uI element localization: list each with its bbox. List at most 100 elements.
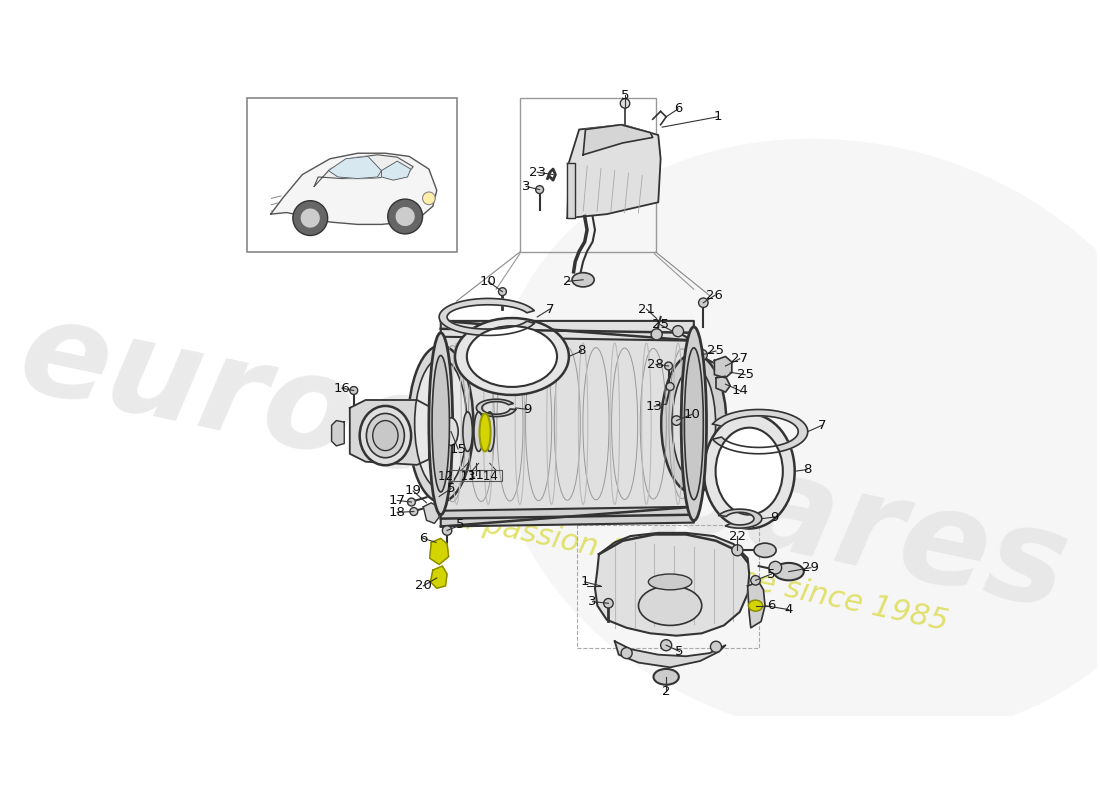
Text: 28: 28 xyxy=(648,358,664,371)
Ellipse shape xyxy=(408,346,473,502)
Polygon shape xyxy=(350,400,429,465)
Ellipse shape xyxy=(444,418,458,446)
Text: 25: 25 xyxy=(652,318,669,331)
Text: a passion for Porsche since 1985: a passion for Porsche since 1985 xyxy=(453,504,950,637)
Ellipse shape xyxy=(432,355,450,492)
Polygon shape xyxy=(748,582,764,628)
Circle shape xyxy=(661,640,672,650)
Ellipse shape xyxy=(653,669,679,685)
Circle shape xyxy=(536,186,543,194)
Circle shape xyxy=(442,526,452,535)
Text: 5: 5 xyxy=(620,89,629,102)
Circle shape xyxy=(350,386,358,394)
Polygon shape xyxy=(714,357,732,378)
Circle shape xyxy=(422,192,436,205)
Ellipse shape xyxy=(485,412,495,451)
Polygon shape xyxy=(424,503,439,523)
Text: 20: 20 xyxy=(415,579,432,592)
Polygon shape xyxy=(595,533,749,636)
Ellipse shape xyxy=(373,421,398,450)
Text: 10: 10 xyxy=(684,408,701,421)
Text: 5: 5 xyxy=(456,518,465,531)
Text: 27: 27 xyxy=(732,352,748,366)
Ellipse shape xyxy=(366,414,405,458)
Ellipse shape xyxy=(681,327,706,521)
Text: 8: 8 xyxy=(578,345,585,358)
Bar xyxy=(248,98,456,252)
Text: 5: 5 xyxy=(767,567,775,581)
Ellipse shape xyxy=(648,574,692,590)
Polygon shape xyxy=(568,125,661,218)
Circle shape xyxy=(651,329,662,340)
Circle shape xyxy=(300,208,320,228)
Ellipse shape xyxy=(773,563,804,580)
Text: 1: 1 xyxy=(581,575,589,589)
Polygon shape xyxy=(568,162,575,218)
Text: 8: 8 xyxy=(803,463,811,476)
Circle shape xyxy=(751,575,760,585)
Circle shape xyxy=(696,350,707,361)
Text: 7: 7 xyxy=(817,419,826,432)
Ellipse shape xyxy=(572,273,594,287)
Circle shape xyxy=(395,206,416,226)
Polygon shape xyxy=(441,506,694,526)
Polygon shape xyxy=(430,566,447,588)
Text: 26: 26 xyxy=(706,289,723,302)
Ellipse shape xyxy=(748,600,762,611)
Polygon shape xyxy=(439,298,535,335)
Circle shape xyxy=(698,298,708,307)
Circle shape xyxy=(621,647,632,658)
Circle shape xyxy=(407,498,416,506)
Circle shape xyxy=(604,598,613,608)
Ellipse shape xyxy=(672,367,716,480)
Circle shape xyxy=(664,362,672,370)
Ellipse shape xyxy=(704,414,794,529)
Text: 6: 6 xyxy=(674,102,682,115)
Polygon shape xyxy=(615,642,726,667)
Text: 16: 16 xyxy=(333,382,350,394)
Text: 25: 25 xyxy=(707,345,725,358)
Text: 3: 3 xyxy=(521,180,530,193)
Text: 12  13  14: 12 13 14 xyxy=(439,470,498,483)
Polygon shape xyxy=(476,399,516,417)
Ellipse shape xyxy=(480,414,491,451)
Text: 21: 21 xyxy=(638,302,654,315)
Ellipse shape xyxy=(430,414,452,450)
Text: 15: 15 xyxy=(450,442,466,455)
Text: 9: 9 xyxy=(524,403,532,416)
Circle shape xyxy=(732,545,742,556)
Polygon shape xyxy=(441,321,694,341)
Circle shape xyxy=(434,492,444,502)
Ellipse shape xyxy=(684,348,703,500)
Text: 4: 4 xyxy=(784,603,793,616)
Circle shape xyxy=(711,642,722,652)
Polygon shape xyxy=(382,161,410,180)
Polygon shape xyxy=(271,154,437,225)
Polygon shape xyxy=(716,376,730,392)
Text: 9: 9 xyxy=(770,510,779,523)
Text: 23: 23 xyxy=(529,166,546,178)
Text: 10: 10 xyxy=(480,275,496,288)
Ellipse shape xyxy=(463,412,472,451)
Text: 17: 17 xyxy=(388,494,406,507)
Polygon shape xyxy=(713,410,807,454)
Bar xyxy=(576,525,759,647)
Ellipse shape xyxy=(455,318,569,395)
Text: 2: 2 xyxy=(563,275,572,288)
Circle shape xyxy=(667,382,674,390)
Circle shape xyxy=(672,416,681,426)
Polygon shape xyxy=(583,125,652,155)
Text: 29: 29 xyxy=(803,561,820,574)
Ellipse shape xyxy=(638,586,702,626)
Text: 13: 13 xyxy=(646,400,663,413)
Text: 7: 7 xyxy=(546,302,554,315)
Text: 5: 5 xyxy=(675,645,684,658)
Text: 2: 2 xyxy=(662,685,670,698)
Text: 19: 19 xyxy=(405,485,421,498)
Ellipse shape xyxy=(754,543,777,558)
Bar xyxy=(441,329,694,518)
Ellipse shape xyxy=(492,138,1100,741)
Text: 6: 6 xyxy=(419,532,428,545)
Ellipse shape xyxy=(360,406,411,466)
Bar xyxy=(449,470,503,482)
